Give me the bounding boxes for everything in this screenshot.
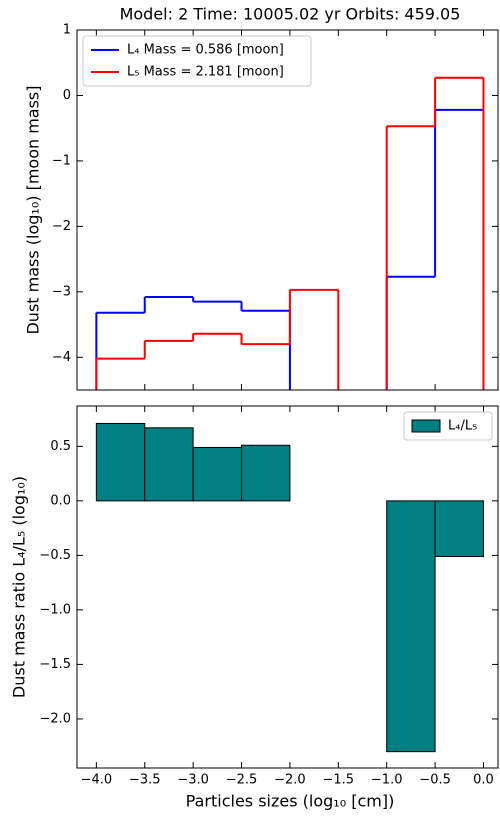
y-tick-label: −1 [52, 153, 71, 168]
bar [434, 500, 484, 557]
bar [95, 422, 146, 502]
y-tick-label: −4 [52, 350, 71, 365]
y-tick-label: 0.0 [50, 493, 71, 508]
y-tick-label: 0.5 [50, 439, 71, 454]
legend-swatch [411, 419, 441, 433]
y-tick-label: −1.5 [39, 657, 71, 672]
x-tick-label: −1.5 [323, 773, 355, 788]
x-tick-label: −4.0 [81, 773, 113, 788]
chart-title: Model: 2 Time: 10005.02 yr Orbits: 459.0… [120, 5, 461, 24]
x-tick-label: −3.0 [177, 773, 209, 788]
bar [386, 500, 436, 753]
legend-box [403, 411, 493, 441]
bar [144, 427, 194, 502]
y-tick-label: 1 [63, 23, 71, 38]
y-tick-label: −0.5 [39, 548, 71, 563]
legend-label: L₄ Mass = 0.586 [moon] [127, 43, 284, 58]
x-tick-label: −2.0 [274, 773, 306, 788]
x-tick-label: −1.0 [371, 773, 403, 788]
x-tick-label: 0.0 [473, 773, 494, 788]
bar [241, 444, 291, 502]
plot-frame [76, 405, 499, 769]
y-axis-label: Dust mass ratio L₄/L₅ (log₁₀) [10, 476, 29, 698]
legend-label: L₄/L₅ [448, 419, 477, 434]
x-axis-label: Particles sizes (log₁₀ [cm]) [186, 792, 395, 811]
y-tick-label: −2 [52, 219, 71, 234]
y-tick-label: −2.0 [39, 711, 71, 726]
x-tick-label: −2.5 [226, 773, 258, 788]
bar [192, 446, 243, 502]
y-tick-label: 0 [63, 88, 71, 103]
legend-label: L₅ Mass = 2.181 [moon] [127, 65, 284, 80]
y-tick-label: −1.0 [39, 602, 71, 617]
x-tick-label: −3.5 [129, 773, 161, 788]
y-axis-label: Dust mass (log₁₀) [moon mass] [24, 85, 43, 334]
x-tick-label: −0.5 [419, 773, 451, 788]
y-tick-label: −3 [52, 284, 71, 299]
plot-frame [76, 29, 499, 391]
legend-box [82, 35, 312, 87]
